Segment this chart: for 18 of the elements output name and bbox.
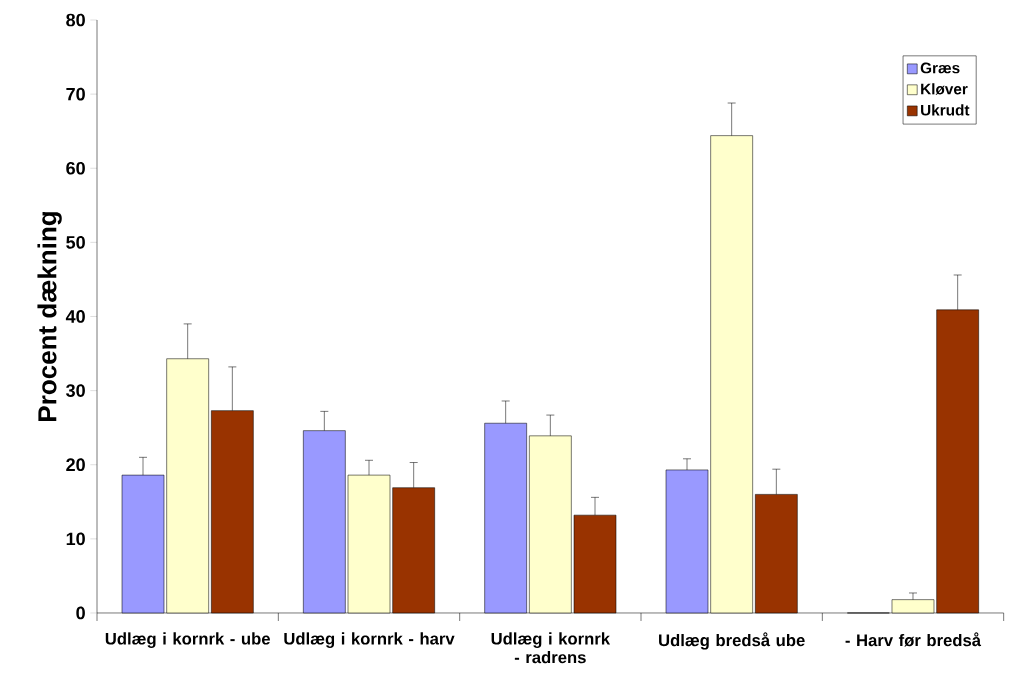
y-axis-title: Procent dækning	[37, 212, 62, 421]
legend-label: Græs	[920, 62, 960, 74]
legend-label: Kløver	[921, 83, 968, 95]
x-tick-label: Udlæg bredså ube	[659, 632, 805, 650]
y-tick-label: 40	[65, 310, 85, 323]
x-tick-label: Udlæg i kornrk - harv	[284, 632, 455, 648]
y-tick-label: 10	[66, 532, 85, 546]
y-tick-label: 0	[76, 606, 85, 620]
y-tick-label: 20	[66, 458, 85, 472]
y-tick-label: 60	[66, 161, 85, 175]
y-tick-label: 30	[66, 384, 85, 398]
x-tick-label: - Harv før bredså	[845, 632, 982, 647]
y-tick-label: 70	[66, 87, 85, 101]
legend-label: Ukrudt	[921, 104, 970, 116]
y-tick-label: 80	[66, 13, 85, 27]
x-tick-label: Udlæg i kornrk - radrens	[491, 632, 611, 664]
y-tick-label: 50	[66, 236, 85, 249]
x-tick-label: Udlæg i kornrk - ube	[105, 632, 270, 648]
